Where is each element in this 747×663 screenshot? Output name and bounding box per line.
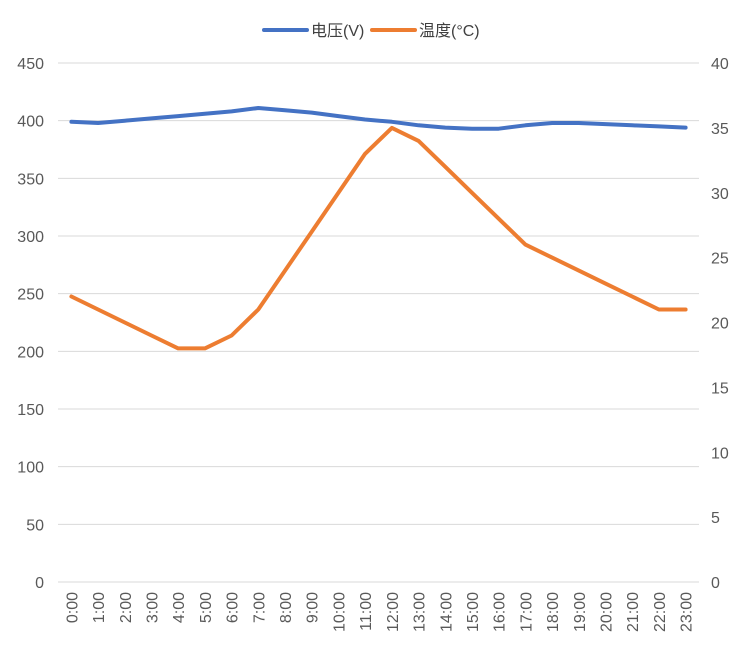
left-tick-label: 250 (17, 287, 44, 304)
right-tick-label: 5 (711, 510, 720, 527)
right-tick-label: 30 (711, 186, 729, 203)
gridlines (58, 62, 699, 583)
x-tick-label: 14:00 (438, 592, 455, 632)
right-tick-label: 15 (711, 380, 729, 397)
x-tick-label: 4:00 (171, 592, 188, 623)
legend-label-temperature: 温度(°C) (419, 22, 480, 40)
x-tick-label: 10:00 (331, 592, 348, 632)
x-tick-label: 17:00 (518, 592, 535, 632)
series-line-temperature (69, 125, 688, 351)
x-tick-label: 7:00 (251, 592, 268, 623)
x-tick-label: 5:00 (198, 592, 215, 623)
legend-label-voltage: 电压(V) (311, 22, 364, 40)
left-tick-label: 200 (17, 344, 44, 361)
x-tick-label: 9:00 (305, 592, 322, 623)
left-tick-label: 450 (17, 56, 44, 73)
x-tick-label: 2:00 (118, 592, 135, 623)
left-tick-label: 0 (35, 575, 44, 592)
x-tick-label: 19:00 (572, 592, 589, 632)
x-tick-label: 1:00 (91, 592, 108, 623)
left-tick-label: 100 (17, 460, 44, 477)
left-tick-label: 150 (17, 402, 44, 419)
x-tick-label: 12:00 (385, 592, 402, 632)
x-tick-label: 13:00 (412, 592, 429, 632)
right-y-axis: 0 5 10 15 20 25 30 35 40 (711, 56, 729, 592)
left-tick-label: 350 (17, 171, 44, 188)
right-tick-label: 10 (711, 445, 729, 462)
x-axis: 0:00 1:00 2:00 3:00 4:00 5:00 6:00 7:00 8:00 9:00… (64, 592, 695, 632)
right-tick-label: 25 (711, 251, 729, 268)
x-tick-label: 8:00 (278, 592, 295, 623)
x-tick-label: 21:00 (625, 592, 642, 632)
x-tick-label: 18:00 (545, 592, 562, 632)
x-tick-label: 16:00 (492, 592, 509, 632)
right-tick-label: 20 (711, 316, 729, 333)
left-y-axis: 0 50 100 150 200 250 300 350 400 450 (17, 56, 44, 592)
x-tick-label: 0:00 (64, 592, 81, 623)
series-line-voltage (69, 106, 688, 131)
legend: 电压(V) 温度(°C) (262, 22, 480, 40)
x-tick-label: 11:00 (358, 592, 375, 631)
x-tick-label: 22:00 (652, 592, 669, 632)
x-tick-label: 15:00 (465, 592, 482, 632)
x-tick-label: 23:00 (679, 592, 696, 632)
left-tick-label: 50 (26, 517, 44, 534)
right-tick-label: 35 (711, 121, 729, 138)
right-tick-label: 0 (711, 575, 720, 592)
x-tick-label: 3:00 (144, 592, 161, 623)
left-tick-label: 400 (17, 114, 44, 131)
series-layer (69, 106, 688, 351)
x-tick-label: 6:00 (225, 592, 242, 623)
left-tick-label: 300 (17, 229, 44, 246)
right-tick-label: 40 (711, 56, 729, 73)
x-tick-label: 20:00 (599, 592, 616, 632)
